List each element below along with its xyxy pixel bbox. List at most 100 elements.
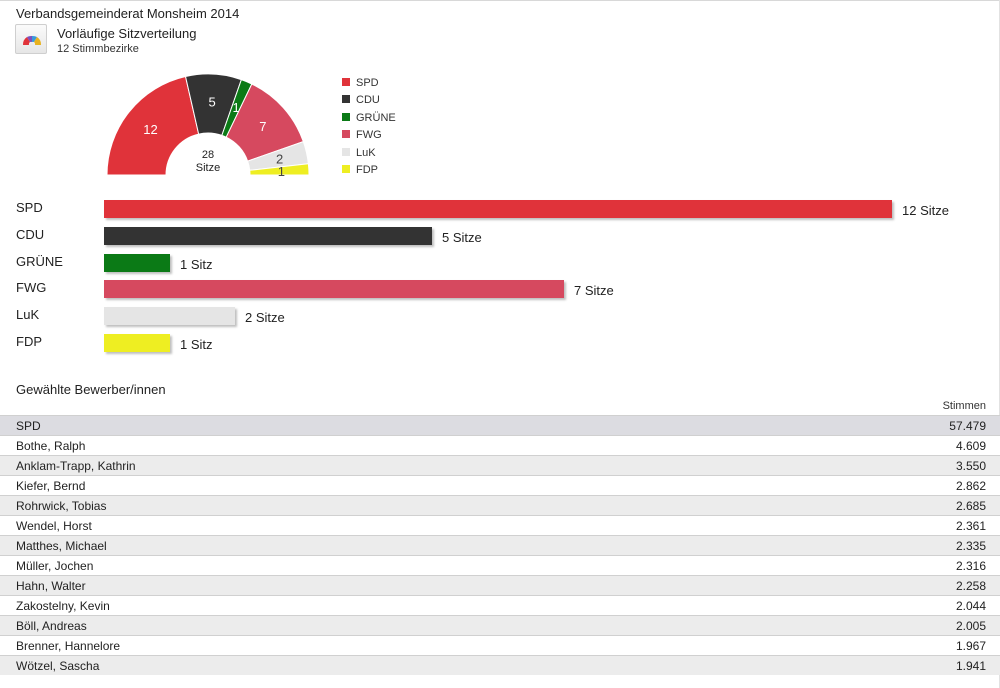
total-seats-value: 28 [202,149,214,161]
page-title: Verbandsgemeinderat Monsheim 2014 [16,6,240,21]
chart-type-button[interactable] [15,24,47,54]
party-row[interactable]: SPD 57.479 [0,415,1000,435]
legend-label: CDU [356,94,380,107]
seat-bar[interactable] [104,253,170,272]
chart-subtitle: Vorläufige Sitzverteilung [57,26,197,41]
bar-party-label: CDU [16,226,45,242]
seat-slice[interactable] [249,163,310,176]
seat-bar[interactable] [104,334,170,352]
legend-swatch [342,130,350,139]
seat-slice[interactable] [106,75,200,176]
legend-label: SPD [356,77,379,89]
legend-swatch [342,95,350,104]
candidate-name: Böll, Andreas [16,619,87,633]
chart-legend: SPD CDU GRÜNE FWG LuK FDP [342,75,396,179]
seat-bar[interactable] [104,307,235,326]
slice-label: 12 [143,122,157,137]
votes-column-header: Stimmen [942,400,986,412]
seat-bar[interactable] [104,226,432,245]
legend-item[interactable]: LuK [342,145,396,162]
candidate-votes: 2.044 [955,599,986,613]
slice-label: 7 [259,119,266,134]
legend-item[interactable]: SPD [342,75,396,92]
candidate-votes: 2.335 [955,539,986,553]
bar-value-label: 1 Sitz [180,256,213,272]
bar-row: GRÜNE 1 Sitz [0,250,1000,277]
table-row[interactable]: Rohrwick, Tobias 2.685 [0,495,1000,515]
bar-value-label: 5 Sitze [442,229,482,245]
bar-row: CDU 5 Sitze [0,223,1000,250]
bar-row: LuK 2 Sitze [0,303,1000,330]
candidate-votes: 4.609 [955,439,986,453]
table-row[interactable]: Wötzel, Sascha 1.941 [0,655,1000,675]
hemicycle-icon [22,35,42,45]
candidate-votes: 1.967 [955,639,986,653]
candidate-votes: 2.862 [955,479,986,493]
candidate-name: Kiefer, Bernd [16,479,86,493]
district-count: 12 Stimmbezirke [57,43,139,55]
legend-label: FDP [356,163,378,176]
slice-label: 5 [209,95,216,110]
candidate-name: Wötzel, Sascha [16,659,100,673]
legend-swatch [342,165,350,174]
legend-label: LuK [356,146,376,159]
seat-bar[interactable] [104,280,564,299]
candidates-title: Gewählte Bewerber/innen [16,382,166,397]
legend-item[interactable]: FDP [342,162,396,179]
candidate-name: Bothe, Ralph [16,439,86,453]
candidate-votes: 2.258 [955,579,986,593]
candidate-votes: 2.685 [955,499,986,513]
bar-party-label: GRÜNE [16,253,63,269]
candidate-name: Brenner, Hannelore [16,639,121,653]
bar-row: FDP 1 Sitz [0,330,1000,357]
candidate-votes: 1.941 [955,659,986,673]
legend-label: FWG [356,129,382,142]
legend-swatch [342,147,350,156]
table-row[interactable]: Müller, Jochen 2.316 [0,555,1000,575]
candidate-name: Müller, Jochen [16,559,94,573]
table-row[interactable]: Wendel, Horst 2.361 [0,515,1000,535]
seat-bar[interactable] [104,200,892,218]
candidate-votes: 3.550 [955,459,986,473]
candidate-name: Zakostelny, Kevin [16,599,110,613]
table-row[interactable]: Anklam-Trapp, Kathrin 3.550 [0,455,1000,475]
table-row[interactable]: Böll, Andreas 2.005 [0,615,1000,635]
candidate-name: Hahn, Walter [16,579,86,593]
table-row[interactable]: Zakostelny, Kevin 2.044 [0,595,1000,615]
party-name: SPD [16,419,41,433]
legend-item[interactable]: FWG [342,127,396,144]
bar-party-label: FDP [16,334,42,349]
seat-bar-chart: SPD 12 Sitze CDU 5 Sitze GRÜNE 1 Sitz FWG 7 Sit… [0,196,1000,361]
legend-item[interactable]: GRÜNE [342,110,396,127]
candidates-table: SPD 57.479 Bothe, Ralph 4.609 Anklam-Trapp… [0,415,1000,675]
bar-party-label: FWG [16,280,47,296]
candidate-votes: 2.005 [955,619,986,633]
table-row[interactable]: Bothe, Ralph 4.609 [0,435,1000,455]
slice-label: 1 [278,164,285,179]
legend-item[interactable]: CDU [342,92,396,109]
bar-row: FWG 7 Sitze [0,276,1000,303]
bar-value-label: 12 Sitze [902,203,949,218]
party-votes: 57.479 [949,419,986,433]
bar-value-label: 1 Sitz [180,337,213,352]
table-row[interactable]: Kiefer, Bernd 2.862 [0,475,1000,495]
table-row[interactable]: Hahn, Walter 2.258 [0,575,1000,595]
candidate-name: Matthes, Michael [16,539,107,553]
candidate-name: Rohrwick, Tobias [16,499,107,513]
table-row[interactable]: Matthes, Michael 2.335 [0,535,1000,555]
candidate-name: Anklam-Trapp, Kathrin [16,459,136,473]
candidate-votes: 2.316 [955,559,986,573]
legend-swatch [342,78,350,87]
top-border [0,0,1000,1]
slice-label: 1 [233,100,240,115]
legend-label: GRÜNE [356,111,396,124]
slice-label: 2 [276,152,283,167]
bar-row: SPD 12 Sitze [0,196,1000,223]
legend-swatch [342,112,350,121]
candidate-name: Wendel, Horst [16,519,92,533]
bar-party-label: LuK [16,307,40,323]
total-seats-label: Sitze [196,162,220,174]
bar-value-label: 7 Sitze [574,283,614,299]
table-row[interactable]: Brenner, Hannelore 1.967 [0,635,1000,655]
